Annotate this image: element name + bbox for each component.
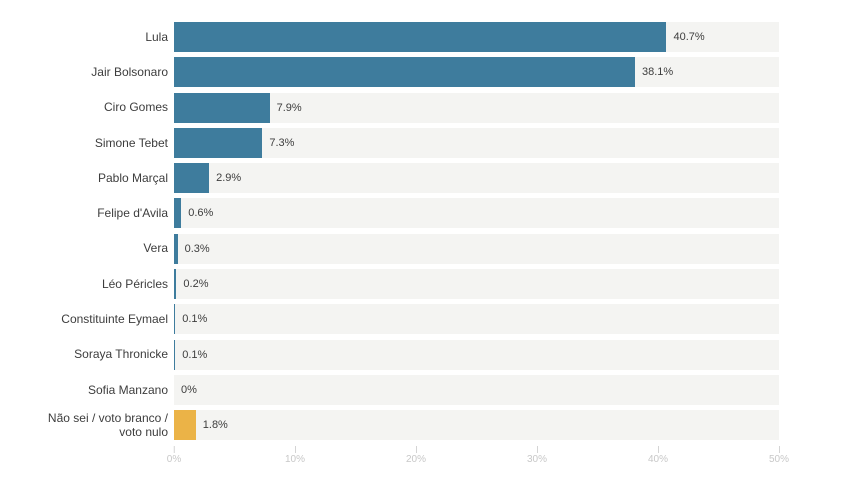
chart-row: Soraya Thronicke 0.1%	[0, 339, 845, 370]
row-track: 7.9%	[174, 92, 779, 123]
value-label: 0.1%	[182, 348, 208, 361]
category-label: Vera	[143, 241, 168, 256]
chart-row: Vera 0.3%	[0, 233, 845, 264]
axis-tick: 50%	[768, 445, 790, 465]
x-axis: 0% 10% 20% 30% 40% 50%	[167, 445, 789, 470]
value-label: 7.9%	[276, 101, 302, 114]
chart-row: Pablo Marçal 2.9%	[0, 163, 845, 194]
value-label: 0.3%	[184, 242, 210, 255]
tick-label: 20%	[405, 453, 427, 465]
tick-label: 10%	[284, 453, 306, 465]
category-label: Não sei / voto branco / voto nulo	[47, 410, 168, 440]
chart-row: Jair Bolsonaro 38.1%	[0, 57, 845, 88]
tick-label: 0%	[166, 453, 182, 465]
chart-row: Felipe d'Avila 0.6%	[0, 198, 845, 229]
category-label: Pablo Marçal	[97, 170, 168, 185]
tick-mark-icon	[536, 445, 538, 453]
row-track: 0.1%	[174, 304, 779, 335]
category-label: Léo Péricles	[101, 276, 168, 291]
value-label: 0%	[181, 383, 197, 396]
row-track: 1.8%	[174, 410, 779, 441]
bar	[174, 269, 177, 300]
row-track: 40.7%	[174, 22, 779, 52]
tick-mark-icon	[778, 445, 780, 453]
bar	[174, 339, 176, 370]
value-label: 40.7%	[673, 31, 705, 43]
bar	[174, 92, 270, 123]
bar	[174, 198, 182, 229]
category-label: Lula	[145, 29, 168, 44]
row-track: 7.3%	[174, 127, 779, 158]
tick-mark-icon	[294, 445, 296, 453]
axis-tick: 0%	[166, 445, 182, 465]
bar	[174, 127, 263, 158]
row-track: 0.3%	[174, 233, 779, 264]
axis-tick: 20%	[405, 445, 427, 465]
chart-rows: Lula 40.7% Jair Bolsonaro 38.1% Ciro Gom…	[0, 22, 845, 441]
bar	[174, 22, 667, 52]
tick-mark-icon	[657, 445, 659, 453]
bar	[174, 57, 635, 88]
chart-row: Lula 40.7%	[0, 22, 845, 52]
bar	[174, 233, 178, 264]
axis-tick: 30%	[526, 445, 548, 465]
value-label: 2.9%	[216, 172, 242, 185]
category-label: Sofia Manzano	[87, 382, 168, 397]
category-label: Felipe d'Avila	[97, 206, 168, 221]
value-label: 7.3%	[269, 136, 295, 149]
bar	[174, 163, 210, 194]
axis-tick: 10%	[284, 445, 306, 465]
category-label: Simone Tebet	[94, 135, 168, 150]
row-track: 0.6%	[174, 198, 779, 229]
chart-row: Ciro Gomes 7.9%	[0, 92, 845, 123]
tick-mark-icon	[415, 445, 417, 453]
category-label: Ciro Gomes	[103, 100, 168, 115]
category-label: Soraya Thronicke	[74, 347, 168, 362]
value-label: 0.2%	[183, 278, 209, 291]
axis-tick: 40%	[647, 445, 669, 465]
chart-row: Léo Péricles 0.2%	[0, 269, 845, 300]
row-track: 38.1%	[174, 57, 779, 88]
row-track: 0%	[174, 374, 779, 405]
tick-label: 50%	[768, 453, 790, 465]
tick-label: 40%	[647, 453, 669, 465]
row-track: 0.1%	[174, 339, 779, 370]
value-label: 38.1%	[642, 66, 674, 79]
value-label: 0.1%	[182, 313, 208, 326]
category-label: Jair Bolsonaro	[91, 64, 168, 79]
row-track: 2.9%	[174, 163, 779, 194]
chart-row: Constituinte Eymael 0.1%	[0, 304, 845, 335]
value-label: 1.8%	[202, 419, 228, 432]
value-label: 0.6%	[188, 207, 214, 220]
bar	[174, 410, 196, 441]
tick-mark-icon	[173, 445, 175, 453]
category-label: Constituinte Eymael	[61, 312, 168, 327]
chart-row: Sofia Manzano 0%	[0, 374, 845, 405]
tick-label: 30%	[526, 453, 548, 465]
chart-row: Simone Tebet 7.3%	[0, 127, 845, 158]
chart-row: Não sei / voto branco / voto nulo 1.8%	[0, 410, 845, 441]
bar	[174, 304, 176, 335]
row-track: 0.2%	[174, 269, 779, 300]
